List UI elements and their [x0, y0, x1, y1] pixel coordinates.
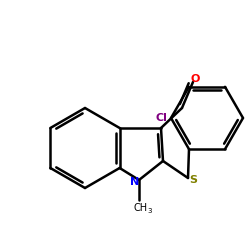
- Text: N: N: [130, 177, 140, 187]
- Text: O: O: [190, 74, 200, 84]
- Text: CH: CH: [134, 203, 148, 213]
- Text: Cl: Cl: [155, 113, 167, 123]
- Text: S: S: [189, 175, 197, 185]
- Text: 3: 3: [148, 208, 152, 214]
